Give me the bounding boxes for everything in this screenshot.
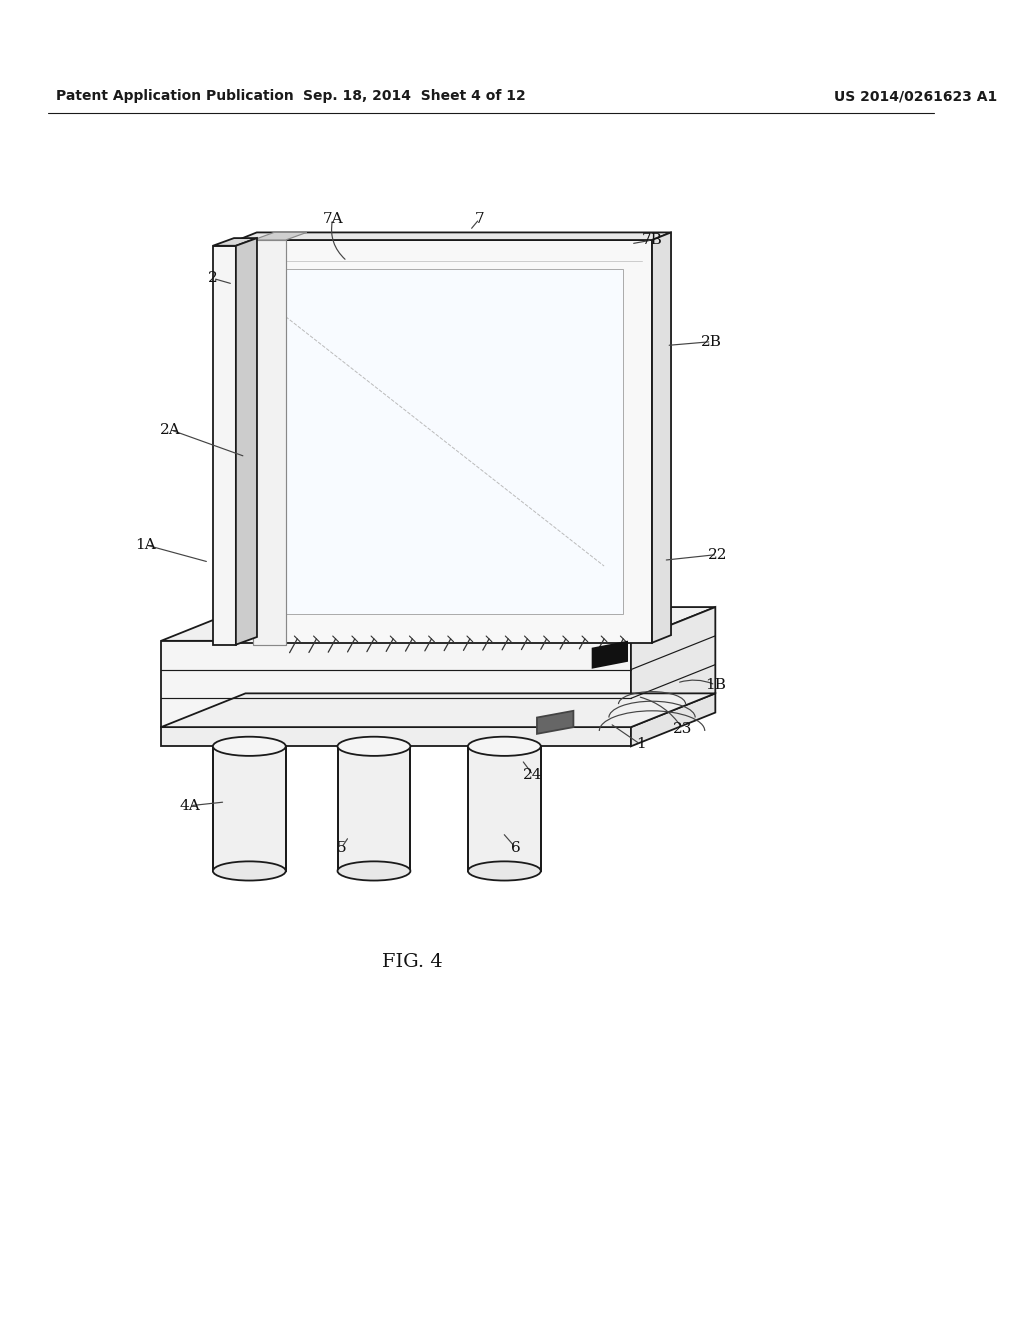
Polygon shape	[468, 746, 541, 871]
Polygon shape	[161, 640, 631, 727]
Ellipse shape	[338, 862, 411, 880]
Text: 6: 6	[511, 841, 521, 855]
Ellipse shape	[468, 862, 541, 880]
Text: 2A: 2A	[161, 422, 181, 437]
Polygon shape	[537, 711, 573, 734]
Polygon shape	[631, 693, 716, 746]
Text: 1A: 1A	[135, 539, 156, 552]
Text: 24: 24	[523, 768, 543, 781]
Text: 23: 23	[673, 722, 692, 737]
Polygon shape	[213, 246, 236, 644]
Text: 4A: 4A	[179, 799, 201, 813]
Text: 22: 22	[708, 548, 727, 561]
Polygon shape	[238, 232, 671, 240]
Polygon shape	[161, 607, 716, 640]
Polygon shape	[238, 240, 652, 643]
Ellipse shape	[338, 737, 411, 756]
Text: 1: 1	[636, 738, 645, 751]
Polygon shape	[253, 240, 286, 644]
Text: FIG. 4: FIG. 4	[382, 953, 442, 972]
Polygon shape	[213, 238, 257, 246]
Polygon shape	[253, 232, 307, 240]
Polygon shape	[236, 238, 257, 644]
Polygon shape	[652, 232, 671, 643]
Text: 7A: 7A	[323, 213, 343, 226]
Polygon shape	[593, 642, 627, 668]
Polygon shape	[631, 607, 716, 727]
Text: 2B: 2B	[701, 335, 722, 348]
Text: Sep. 18, 2014  Sheet 4 of 12: Sep. 18, 2014 Sheet 4 of 12	[303, 90, 525, 103]
Polygon shape	[161, 727, 631, 746]
Polygon shape	[213, 746, 286, 871]
Text: US 2014/0261623 A1: US 2014/0261623 A1	[835, 90, 997, 103]
Text: Patent Application Publication: Patent Application Publication	[55, 90, 293, 103]
Text: 7: 7	[475, 213, 484, 226]
Text: 5: 5	[337, 841, 346, 855]
Text: 7B: 7B	[642, 234, 663, 247]
Polygon shape	[266, 269, 624, 614]
Text: 1B: 1B	[705, 678, 726, 692]
Ellipse shape	[213, 737, 286, 756]
Text: 2: 2	[208, 272, 218, 285]
Ellipse shape	[468, 737, 541, 756]
Polygon shape	[161, 693, 716, 727]
Polygon shape	[338, 746, 411, 871]
Ellipse shape	[213, 862, 286, 880]
